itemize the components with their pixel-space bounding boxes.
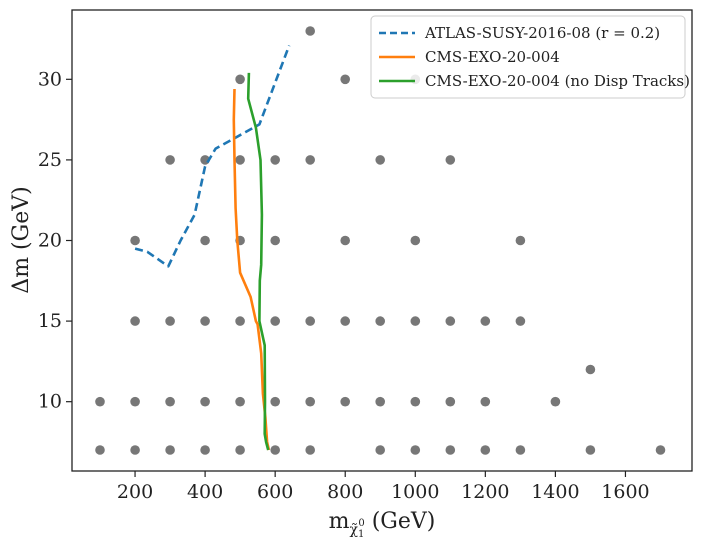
- data-point-16: [165, 396, 175, 407]
- data-point-44: [340, 235, 351, 246]
- data-point-31: [235, 316, 245, 326]
- data-point-0: [95, 445, 105, 455]
- data-point-5: [270, 445, 281, 455]
- data-point-1: [130, 445, 140, 455]
- data-point-19: [270, 396, 281, 407]
- data-point-41: [200, 235, 210, 246]
- data-point-27: [585, 364, 596, 375]
- data-point-6: [305, 445, 316, 455]
- data-point-15: [130, 396, 140, 407]
- data-point-28: [130, 316, 140, 326]
- data-point-33: [305, 316, 316, 326]
- contour-lines: [134, 45, 291, 451]
- y-axis-label: Δm (GeV): [9, 186, 34, 293]
- legend: ATLAS-SUSY-2016-08 (r = 0.2) CMS-EXO-20-…: [370, 15, 690, 99]
- data-point-53: [445, 155, 456, 165]
- data-point-36: [410, 316, 421, 326]
- y-tick-label-15: 15: [38, 310, 62, 332]
- x-tick-label-1600: 1600: [601, 481, 649, 503]
- scatter-points: [95, 26, 666, 455]
- data-point-21: [340, 396, 351, 407]
- data-point-54: [235, 74, 245, 85]
- data-point-10: [480, 445, 491, 455]
- legend-atlas-label: ATLAS-SUSY-2016-08 (r = 0.2): [424, 24, 660, 42]
- y-tick-label-30: 30: [38, 68, 62, 90]
- x-tick-label-600: 600: [257, 481, 293, 503]
- data-point-9: [445, 445, 456, 455]
- x-tick-label-1400: 1400: [531, 481, 579, 503]
- data-point-47: [165, 155, 175, 165]
- data-point-2: [165, 445, 175, 455]
- data-point-50: [270, 155, 281, 165]
- x-tick-label-400: 400: [187, 481, 223, 503]
- y-axis-ticks: 10 15 20 25 30: [38, 68, 72, 413]
- y-tick-label-25: 25: [38, 149, 62, 171]
- data-point-17: [200, 396, 210, 407]
- data-point-4: [235, 445, 245, 455]
- data-point-20: [305, 396, 316, 407]
- x-tick-label-200: 200: [117, 481, 153, 503]
- y-tick-label-20: 20: [38, 230, 62, 252]
- data-point-7: [375, 445, 386, 455]
- legend-cms-label: CMS-EXO-20-004: [425, 48, 560, 66]
- data-point-8: [410, 445, 421, 455]
- data-point-38: [480, 316, 491, 326]
- data-point-46: [515, 235, 526, 246]
- legend-box: [370, 15, 686, 99]
- data-point-39: [515, 316, 526, 326]
- data-point-26: [550, 396, 561, 407]
- series-line-atlas: [134, 45, 291, 268]
- data-point-24: [445, 396, 456, 407]
- data-point-35: [375, 316, 386, 326]
- data-point-30: [200, 316, 210, 326]
- data-point-57: [305, 26, 316, 36]
- data-point-55: [340, 74, 351, 85]
- data-point-40: [130, 235, 140, 246]
- x-axis-ticks: 200 400 600 800 1000 1200 1400 1600: [117, 471, 650, 503]
- data-point-22: [375, 396, 386, 407]
- data-point-11: [515, 445, 526, 455]
- x-tick-label-800: 800: [327, 481, 363, 503]
- data-point-45: [410, 235, 421, 246]
- data-point-23: [410, 396, 421, 407]
- data-point-12: [585, 445, 596, 455]
- data-point-18: [235, 396, 245, 407]
- legend-cms-nodisp-label: CMS-EXO-20-004 (no Disp Tracks): [425, 72, 690, 90]
- data-point-43: [270, 235, 281, 246]
- data-point-32: [270, 316, 281, 326]
- data-point-37: [445, 316, 456, 326]
- x-tick-label-1200: 1200: [461, 481, 509, 503]
- data-point-13: [655, 445, 666, 455]
- data-point-49: [235, 155, 245, 165]
- x-axis-label: mχ̃10 (GeV): [329, 509, 436, 540]
- x-tick-label-1000: 1000: [391, 481, 439, 503]
- data-point-3: [200, 445, 210, 455]
- data-point-25: [480, 396, 491, 407]
- data-point-14: [95, 396, 105, 407]
- data-point-34: [340, 316, 351, 326]
- y-tick-label-10: 10: [38, 391, 62, 413]
- series-line-cms-nodisp: [246, 72, 270, 451]
- data-point-52: [375, 155, 386, 165]
- data-point-51: [305, 155, 316, 165]
- data-point-29: [165, 316, 175, 326]
